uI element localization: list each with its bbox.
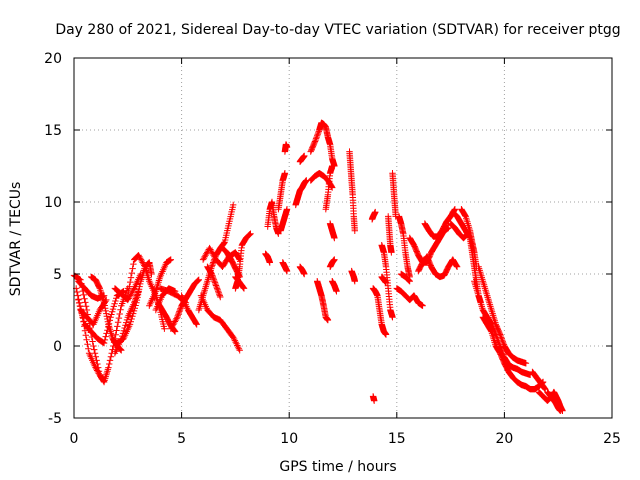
y-axis-label: SDTVAR / TECUs xyxy=(8,182,24,297)
y-tick-label: 0 xyxy=(53,339,62,355)
chart-title: Day 280 of 2021, Sidereal Day-to-day VTE… xyxy=(55,22,620,38)
axis-ticks: 0 5 10 15 20 25 -5 0 5 10 15 20 xyxy=(44,51,621,447)
grid-lines xyxy=(74,58,612,418)
y-tick-label: -5 xyxy=(48,411,62,427)
x-tick-label: 15 xyxy=(388,431,406,447)
y-tick-label: 10 xyxy=(44,195,62,211)
y-tick-label: 20 xyxy=(44,51,62,67)
sdtvar-series-markers xyxy=(70,119,566,414)
y-tick-label: 15 xyxy=(44,123,62,139)
data-points xyxy=(70,119,566,414)
x-tick-label: 20 xyxy=(495,431,513,447)
y-tick-label: 5 xyxy=(53,267,62,283)
x-tick-label: 0 xyxy=(70,431,79,447)
x-tick-label: 10 xyxy=(280,431,298,447)
x-tick-label: 25 xyxy=(603,431,621,447)
x-tick-label: 5 xyxy=(177,431,186,447)
plot-frame xyxy=(73,57,613,419)
x-axis-label: GPS time / hours xyxy=(279,459,396,475)
